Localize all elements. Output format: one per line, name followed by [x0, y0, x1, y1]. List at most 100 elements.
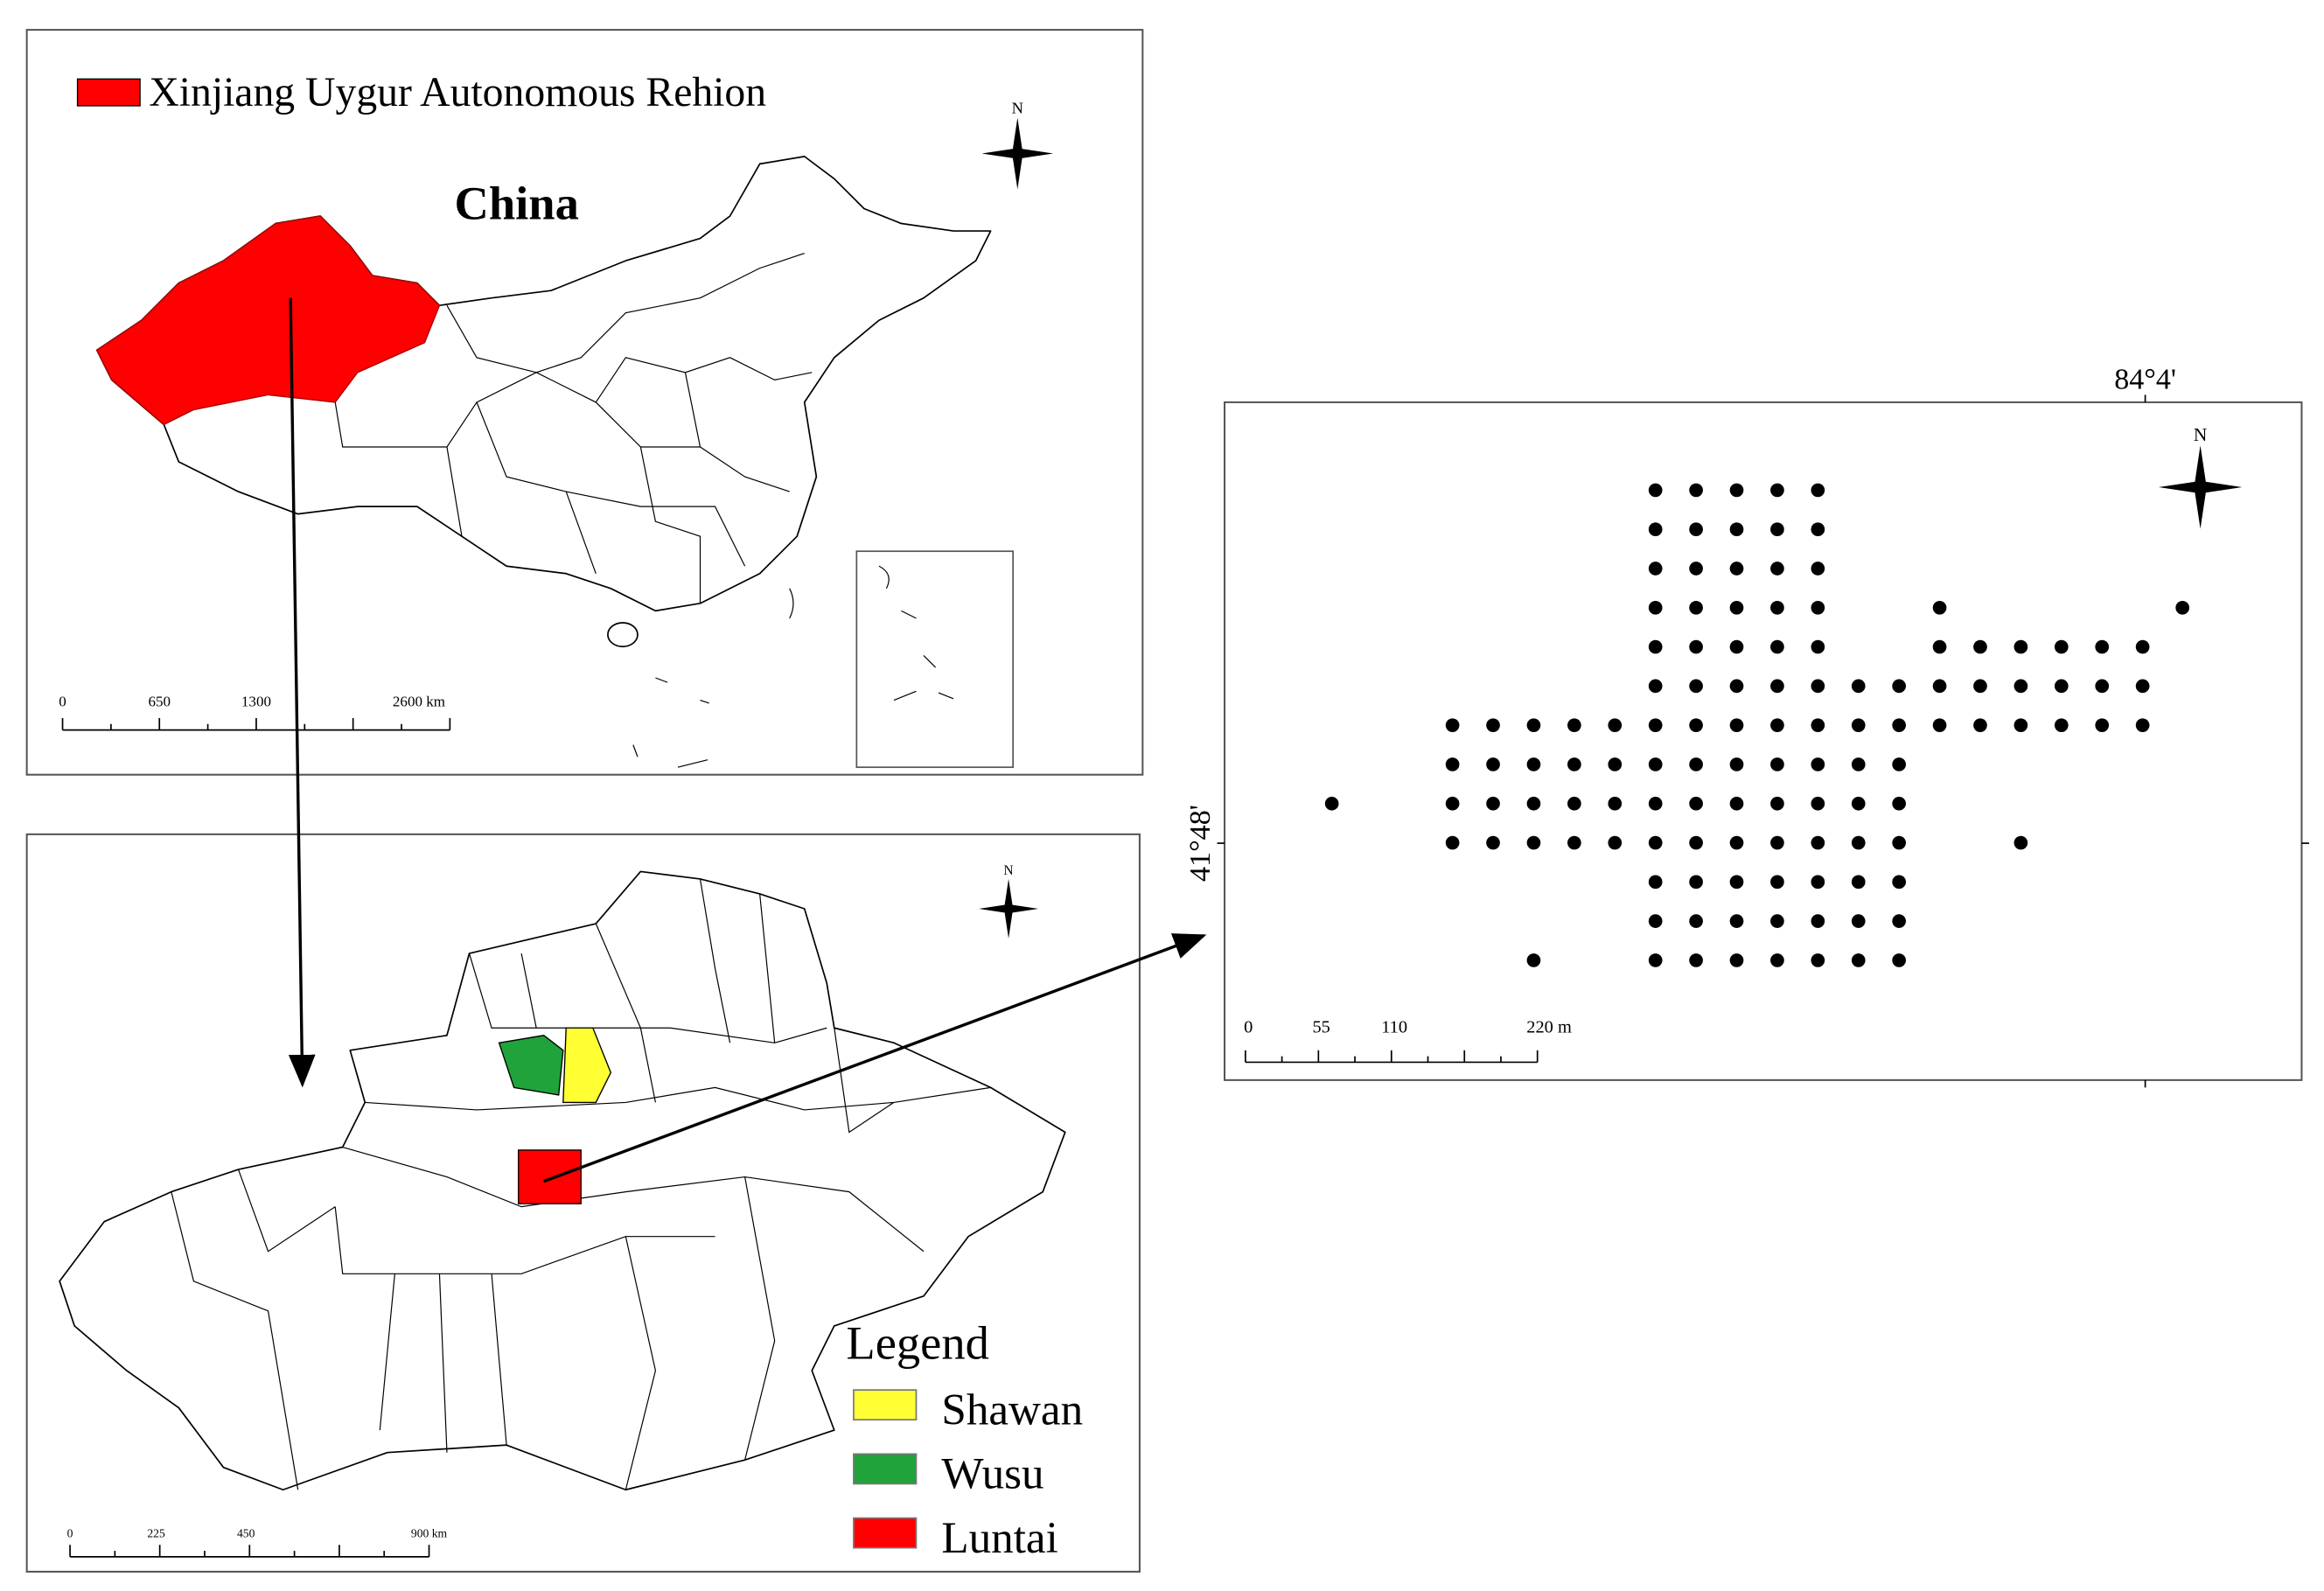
sample-point: [1729, 718, 1744, 732]
sample-point: [1770, 953, 1784, 967]
sample-point: [1567, 835, 1581, 850]
scale-label: 900 km: [411, 1527, 448, 1540]
sample-point: [1811, 679, 1825, 694]
sample-point: [1932, 718, 1947, 732]
sample-point: [1932, 679, 1947, 694]
sample-point: [2013, 679, 2028, 694]
country-label: China: [454, 176, 578, 229]
sample-point: [1811, 875, 1825, 890]
sample-point: [1689, 562, 1703, 576]
sample-point: [2054, 679, 2069, 694]
sample-point: [1729, 562, 1744, 576]
sample-point: [1689, 914, 1703, 928]
wusu-region: [498, 1035, 564, 1096]
sample-point: [2135, 679, 2150, 694]
legend-label: Xinjiang Uygur Autonomous Rehion: [149, 70, 766, 115]
sample-point: [1892, 757, 1906, 771]
sample-point: [1811, 522, 1825, 537]
scale-bar: 0 225 450 900 km: [67, 1527, 448, 1558]
site-panel: [1224, 401, 2303, 1081]
sample-point: [1526, 796, 1541, 811]
sample-point: [1689, 679, 1703, 694]
sample-point: [1486, 796, 1500, 811]
scale-bar: 0 650 1300 2600 km: [59, 693, 451, 731]
sample-point: [1324, 796, 1339, 811]
sample-point: [1770, 639, 1784, 654]
scale-label: 225: [147, 1527, 165, 1540]
sample-point: [1770, 522, 1784, 537]
sample-point: [1689, 600, 1703, 615]
sample-point: [1770, 483, 1784, 498]
hainan: [607, 622, 639, 648]
scale-bar: 0 55 110 220 m: [1244, 1017, 1572, 1064]
sample-point: [2135, 639, 2150, 654]
legend-swatch: [853, 1389, 918, 1421]
sample-point: [1892, 679, 1906, 694]
sample-point: [1689, 483, 1703, 498]
sample-point: [1526, 835, 1541, 850]
inset-box: [855, 550, 1015, 769]
legend-item: Shawan: [941, 1385, 1083, 1434]
xinjiang-region: [95, 215, 441, 426]
sample-point: [1445, 796, 1460, 811]
sample-point: [1770, 796, 1784, 811]
sample-point: [2095, 679, 2110, 694]
sample-point: [1648, 679, 1663, 694]
legend-item: Luntai: [941, 1513, 1057, 1563]
sample-point: [1811, 835, 1825, 850]
legend-swatch: [853, 1453, 918, 1485]
shawan-region: [562, 1027, 612, 1104]
sample-point: [1811, 562, 1825, 576]
compass-star: [2158, 445, 2243, 529]
sample-point: [1770, 914, 1784, 928]
sample-point: [1851, 835, 1866, 850]
sample-point: [1445, 835, 1460, 850]
sample-point: [1648, 875, 1663, 890]
sample-point: [1811, 639, 1825, 654]
sample-point: [1770, 757, 1784, 771]
sample-point: [1729, 914, 1744, 928]
scale-label: 1300: [241, 693, 271, 709]
sample-point: [2054, 718, 2069, 732]
sample-point: [2095, 718, 2110, 732]
sample-point: [2013, 718, 2028, 732]
sample-point: [1729, 757, 1744, 771]
compass-star: [979, 878, 1039, 939]
sample-point: [1608, 718, 1623, 732]
sample-point: [1811, 914, 1825, 928]
sample-point: [1729, 875, 1744, 890]
sample-point: [1851, 718, 1866, 732]
scale-label: 110: [1381, 1017, 1407, 1036]
sample-point: [1608, 757, 1623, 771]
sample-point: [1892, 953, 1906, 967]
sample-point: [2054, 639, 2069, 654]
north-label: N: [1004, 863, 1014, 878]
sample-point: [1851, 757, 1866, 771]
sample-point: [1567, 796, 1581, 811]
sample-point: [2013, 639, 2028, 654]
sample-point: [1729, 679, 1744, 694]
sample-point: [1729, 953, 1744, 967]
sample-point: [1689, 875, 1703, 890]
sample-point: [1811, 953, 1825, 967]
sample-point: [1689, 639, 1703, 654]
sample-point: [1729, 639, 1744, 654]
north-label: N: [1012, 99, 1023, 116]
north-arrow: N: [979, 863, 1039, 939]
sample-point: [1689, 796, 1703, 811]
sample-point: [1648, 562, 1663, 576]
sample-point: [1729, 796, 1744, 811]
sample-point: [1648, 639, 1663, 654]
sample-point: [1892, 718, 1906, 732]
sample-point: [1526, 953, 1541, 967]
arrow: [288, 297, 316, 1088]
sample-point: [1648, 483, 1663, 498]
scale-label: 0: [67, 1527, 73, 1540]
sample-point: [1648, 600, 1663, 615]
north-label: N: [2194, 424, 2208, 445]
sample-point: [1648, 522, 1663, 537]
sample-point: [1526, 757, 1541, 771]
legend-item: Wusu: [941, 1449, 1043, 1499]
